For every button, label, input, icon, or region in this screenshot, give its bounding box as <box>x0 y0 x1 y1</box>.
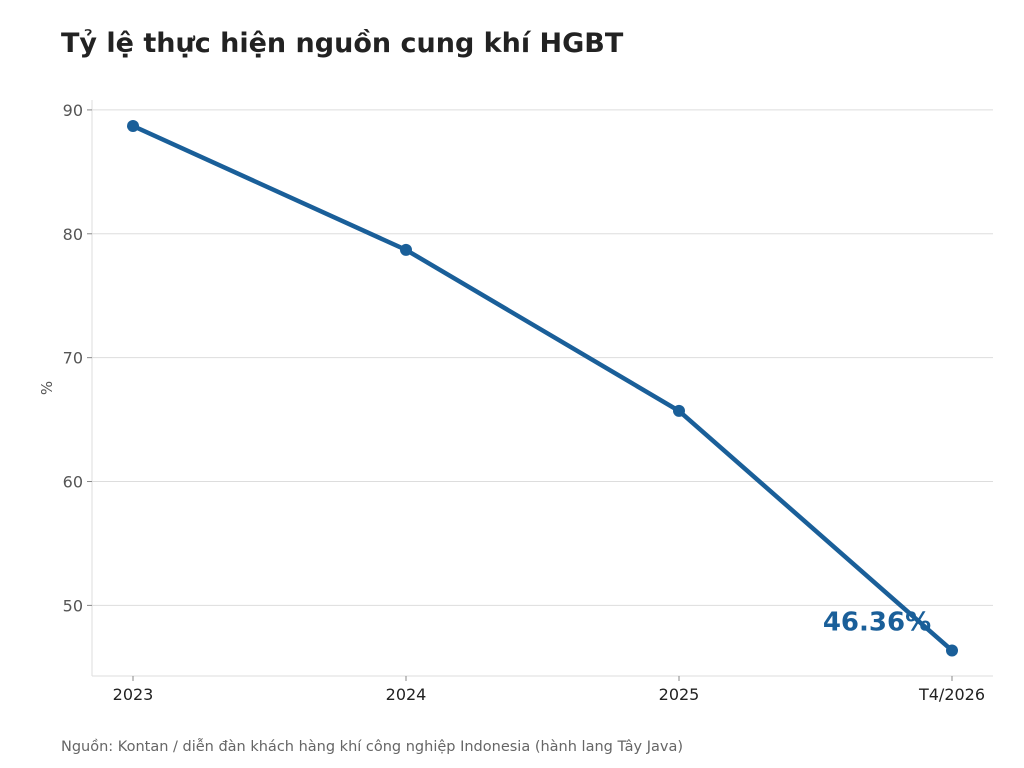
x-tick-marks <box>132 676 953 681</box>
chart-title: Tỷ lệ thực hiện nguồn cung khí HGBT <box>61 28 624 59</box>
data-point <box>673 404 685 417</box>
gridlines <box>92 109 993 606</box>
x-tick-label: T4/2026 <box>918 685 985 704</box>
series-points <box>127 120 958 657</box>
data-point <box>946 644 958 657</box>
x-tick-label: 2025 <box>659 685 700 704</box>
data-point <box>400 243 412 256</box>
y-axis-label: % <box>38 381 56 395</box>
y-tick-label: 90 <box>63 101 83 120</box>
x-tick-labels: 2023 2024 2025 T4/2026 <box>113 685 985 704</box>
y-tick-labels: 50 60 70 80 90 <box>63 101 92 615</box>
y-tick-label: 80 <box>63 225 83 244</box>
y-tick-label: 60 <box>63 473 83 492</box>
source-note: Nguồn: Kontan / diễn đàn khách hàng khí … <box>61 739 683 755</box>
y-tick-label: 50 <box>63 596 83 615</box>
x-tick-label: 2024 <box>386 685 427 704</box>
series-line <box>130 123 955 653</box>
data-point <box>127 120 139 133</box>
last-value-annotation: 46.36% <box>823 607 931 637</box>
series-lines <box>130 123 955 653</box>
x-tick-label: 2023 <box>113 685 154 704</box>
y-tick-label: 70 <box>63 349 83 368</box>
